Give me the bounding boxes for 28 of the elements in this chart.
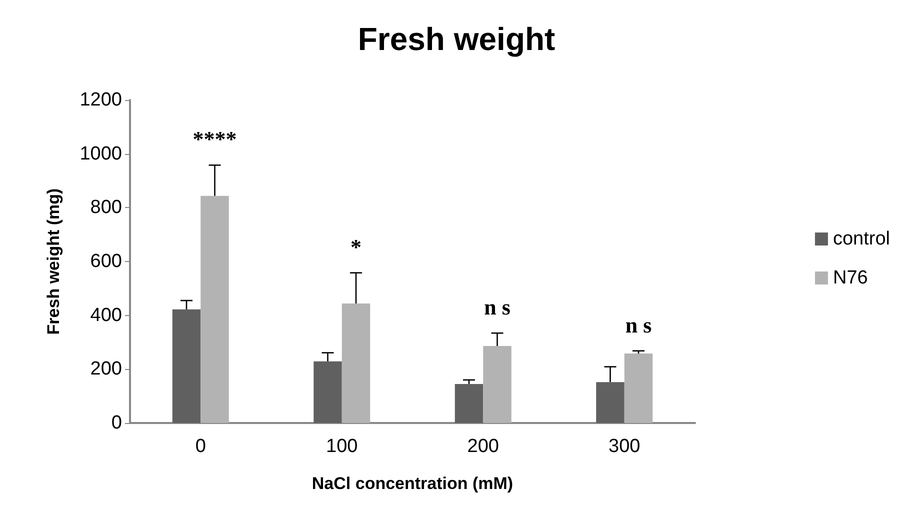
annotation: * (350, 234, 362, 260)
y-axis-title: Fresh weight (mg) (44, 188, 63, 335)
x-tick-label: 200 (467, 436, 499, 457)
y-tick-label: 800 (90, 197, 122, 218)
bar (596, 382, 624, 423)
x-tick-label: 0 (195, 436, 206, 457)
y-tick-label: 1200 (80, 90, 122, 110)
y-tick-label: 200 (90, 358, 122, 380)
y-tick-label: 600 (90, 251, 122, 272)
bar (172, 309, 201, 423)
legend-label: N76 (832, 268, 868, 288)
annotation: n s (484, 294, 511, 320)
bar (200, 196, 229, 423)
y-tick-label: 1000 (80, 143, 122, 164)
bar (483, 346, 512, 423)
x-tick-label: 100 (326, 436, 358, 457)
chart-title: Fresh weight (358, 21, 556, 57)
x-tick-label: 300 (608, 436, 640, 457)
bar (314, 361, 342, 423)
bar (342, 303, 370, 423)
legend-label: control (832, 228, 890, 250)
bar (624, 354, 653, 423)
bar (454, 384, 484, 423)
annotation: **** (192, 126, 237, 152)
y-tick-label: 400 (90, 304, 122, 326)
annotation: n s (625, 312, 652, 338)
x-axis-title: NaCl concentration (mM) (312, 474, 514, 493)
y-tick-label: 0 (111, 412, 122, 434)
